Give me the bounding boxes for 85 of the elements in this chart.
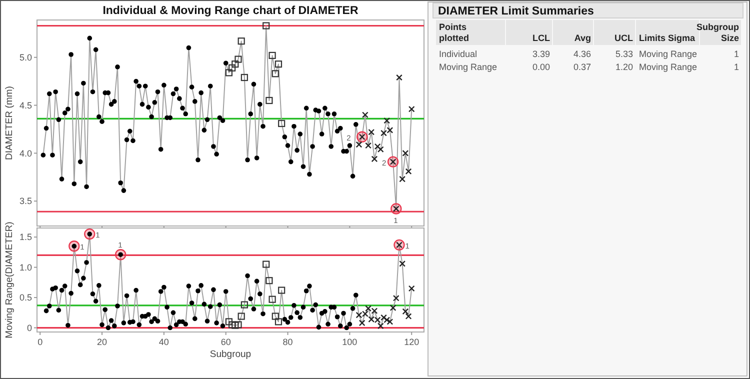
text: 4.36 <box>573 49 591 59</box>
point <box>386 318 394 325</box>
text: 1.20 <box>615 62 633 72</box>
x-axis-title: Subgroup <box>210 349 252 360</box>
x-tick-label: 0 <box>38 337 43 347</box>
text: 5.33 <box>615 49 633 59</box>
y-axis-title: Moving Range(DIAMETER) <box>4 222 15 338</box>
y-tick-label: 0.5 <box>19 292 32 303</box>
point <box>238 312 245 320</box>
point <box>232 322 239 329</box>
point <box>272 70 279 78</box>
text: Individual <box>439 49 478 59</box>
point <box>232 60 239 68</box>
point <box>368 128 375 136</box>
y-axis-title: DIAMETER (mm) <box>4 86 15 160</box>
category-label: UCL <box>614 33 634 43</box>
category-label: Points plotted <box>439 22 469 43</box>
point <box>399 260 406 267</box>
x-tick-label: 100 <box>342 337 358 347</box>
point <box>374 143 381 150</box>
y-tick-label: 4.5 <box>19 100 32 110</box>
point <box>234 321 242 328</box>
point <box>408 106 415 112</box>
point <box>278 286 286 294</box>
point <box>225 318 232 326</box>
category-label: Avg <box>574 33 591 43</box>
point <box>268 52 276 59</box>
category-label: Limits Sigma <box>639 33 696 43</box>
point <box>266 277 273 284</box>
point <box>362 112 368 118</box>
point <box>405 168 412 175</box>
point <box>228 321 236 328</box>
x-tick-label: 40 <box>158 337 169 347</box>
point <box>274 318 282 326</box>
point <box>266 96 273 104</box>
y-tick-label: 0 <box>26 322 32 333</box>
text: Moving Range <box>639 49 698 59</box>
text: 0.00 <box>532 62 550 72</box>
point <box>356 141 362 148</box>
point <box>272 312 279 320</box>
point <box>268 296 276 303</box>
point <box>399 176 406 182</box>
point <box>402 308 409 315</box>
point <box>371 156 378 162</box>
point <box>240 74 248 82</box>
x-tick-label: 60 <box>220 337 231 347</box>
point <box>408 285 415 292</box>
point <box>262 22 270 30</box>
text: Moving Range <box>439 62 498 72</box>
category-label: Subgroup Size <box>696 22 740 43</box>
point <box>240 301 248 308</box>
text: 3.39 <box>532 49 550 59</box>
text: 0.37 <box>573 62 591 72</box>
category-label: LCL <box>532 33 550 43</box>
y-tick-label: 1.5 <box>19 232 32 242</box>
point <box>358 320 366 326</box>
point <box>234 56 242 63</box>
point <box>384 117 390 124</box>
point <box>396 74 402 81</box>
y-tick-label: 1.0 <box>19 262 32 272</box>
text: 1 <box>734 49 739 59</box>
point <box>238 38 245 45</box>
x-tick-label: 80 <box>282 337 293 347</box>
point <box>390 304 396 312</box>
y-tick-label: 4.0 <box>19 148 32 158</box>
point <box>377 146 384 153</box>
x-tick-label: 20 <box>97 337 108 347</box>
point <box>274 60 282 68</box>
x-tick-label: 120 <box>404 337 420 347</box>
text: 1 <box>734 62 739 72</box>
point <box>392 294 400 302</box>
point <box>225 69 232 76</box>
point <box>405 313 412 320</box>
y-tick-label: 3.5 <box>19 196 32 206</box>
point <box>262 260 270 268</box>
point <box>365 142 372 149</box>
point <box>228 64 236 72</box>
chart-title: Individual & Moving Range chart of DIAMETER <box>102 5 359 17</box>
point <box>384 316 390 324</box>
y-tick-label: 5.0 <box>19 52 32 63</box>
text: DIAMETER Limit Summaries <box>438 6 594 18</box>
point <box>278 120 286 128</box>
point <box>377 322 384 330</box>
text: Moving Range <box>639 62 698 72</box>
point <box>402 150 409 156</box>
